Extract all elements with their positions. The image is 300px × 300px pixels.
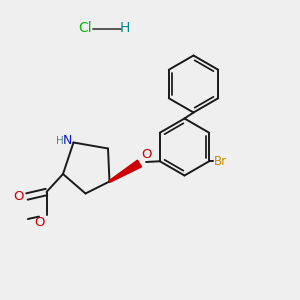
- Text: H: H: [56, 136, 64, 146]
- Polygon shape: [109, 160, 142, 182]
- Text: H: H: [119, 22, 130, 35]
- Text: Br: Br: [214, 155, 227, 168]
- Text: N: N: [63, 134, 72, 148]
- Text: O: O: [34, 216, 45, 229]
- Text: Cl: Cl: [79, 22, 92, 35]
- Text: O: O: [14, 190, 24, 203]
- Text: O: O: [141, 148, 152, 160]
